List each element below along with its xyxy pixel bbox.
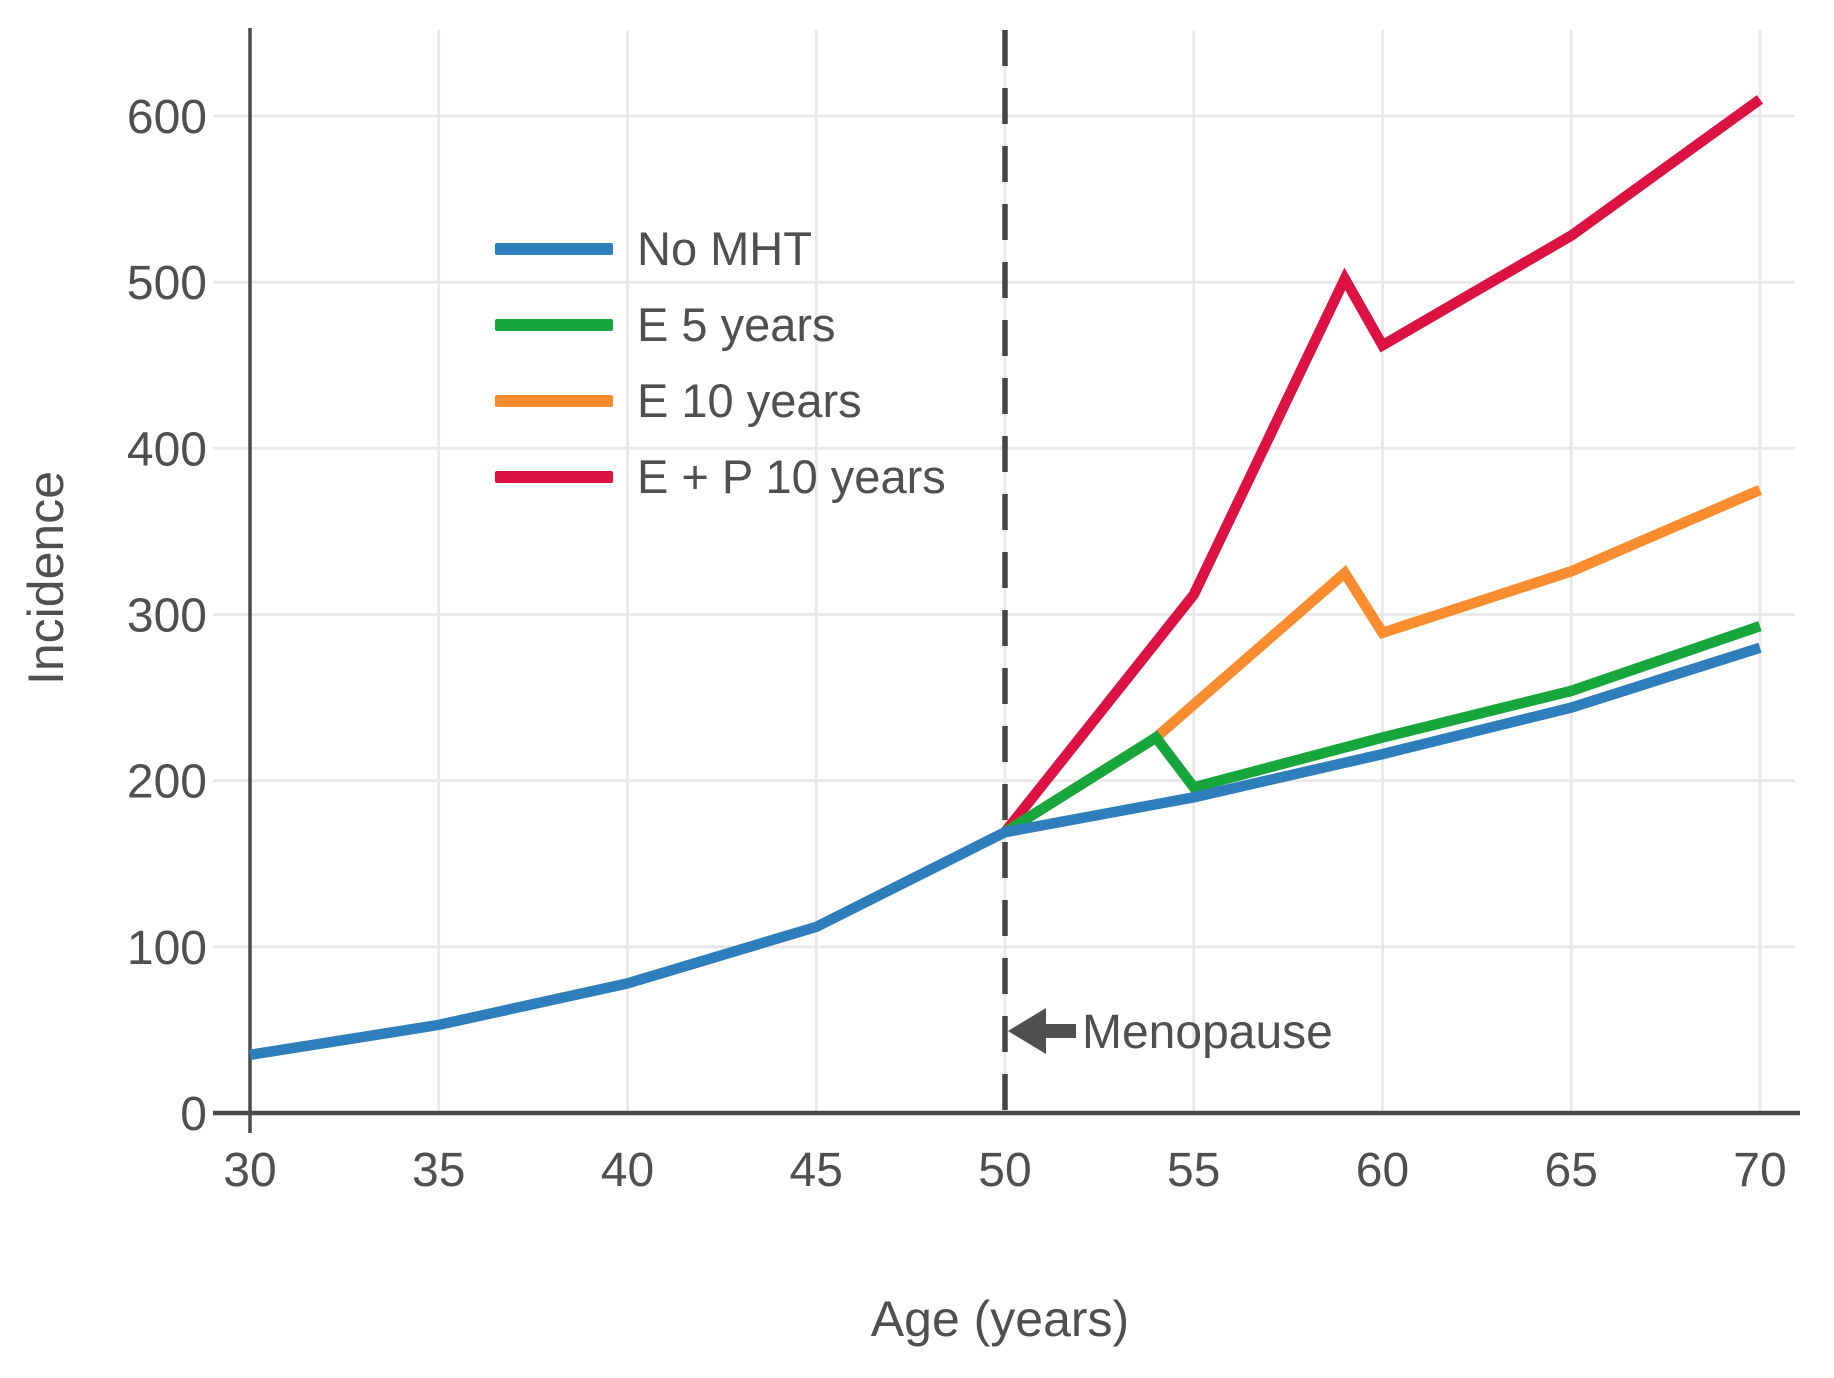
menopause-label: Menopause — [1082, 1006, 1333, 1059]
legend-label-4: E + P 10 years — [637, 450, 946, 503]
axes — [213, 28, 1800, 1133]
menopause-annotation: Menopause — [1008, 1006, 1333, 1059]
left-arrow-icon — [1008, 1008, 1046, 1054]
y-tick-label-100: 100 — [127, 922, 207, 975]
y-tick-label-500: 500 — [127, 257, 207, 310]
legend-swatch-2 — [495, 319, 613, 331]
y-tick-label-400: 400 — [127, 423, 207, 476]
y-tick-label-600: 600 — [127, 91, 207, 144]
legend-swatch-1 — [495, 243, 613, 255]
series-line-e-p-10-years — [1000, 95, 1764, 836]
series-line-no-mht — [249, 642, 1762, 1060]
x-tick-label-30: 30 — [223, 1144, 276, 1197]
legend-label-2: E 5 years — [637, 298, 836, 351]
legend-swatch-4 — [495, 471, 613, 483]
y-axis-title: Incidence — [18, 471, 74, 685]
legend: No MHT E 5 years E 10 years E + P 10 years — [495, 222, 946, 503]
x-tick-label-65: 65 — [1545, 1144, 1598, 1197]
series-lines — [249, 95, 1764, 1060]
x-tick-label-35: 35 — [412, 1144, 465, 1197]
legend-swatch-3 — [495, 395, 613, 407]
x-axis-title: Age (years) — [871, 1291, 1129, 1347]
x-tick-label-55: 55 — [1167, 1144, 1220, 1197]
x-tick-label-40: 40 — [601, 1144, 654, 1197]
y-tick-label-200: 200 — [127, 756, 207, 809]
series-line-e-5-years — [1002, 621, 1762, 837]
x-tick-label-60: 60 — [1356, 1144, 1409, 1197]
arrow-shaft — [1042, 1024, 1076, 1038]
x-tick-label-70: 70 — [1733, 1144, 1786, 1197]
y-tick-label-0: 0 — [180, 1088, 207, 1141]
tick-labels: 30 35 40 45 50 55 60 65 70 0 100 200 300 400 500 600 — [127, 91, 1787, 1197]
x-tick-label-45: 45 — [790, 1144, 843, 1197]
x-tick-label-50: 50 — [978, 1144, 1031, 1197]
legend-label-1: No MHT — [637, 222, 812, 275]
y-tick-label-300: 300 — [127, 589, 207, 642]
legend-label-3: E 10 years — [637, 374, 862, 427]
